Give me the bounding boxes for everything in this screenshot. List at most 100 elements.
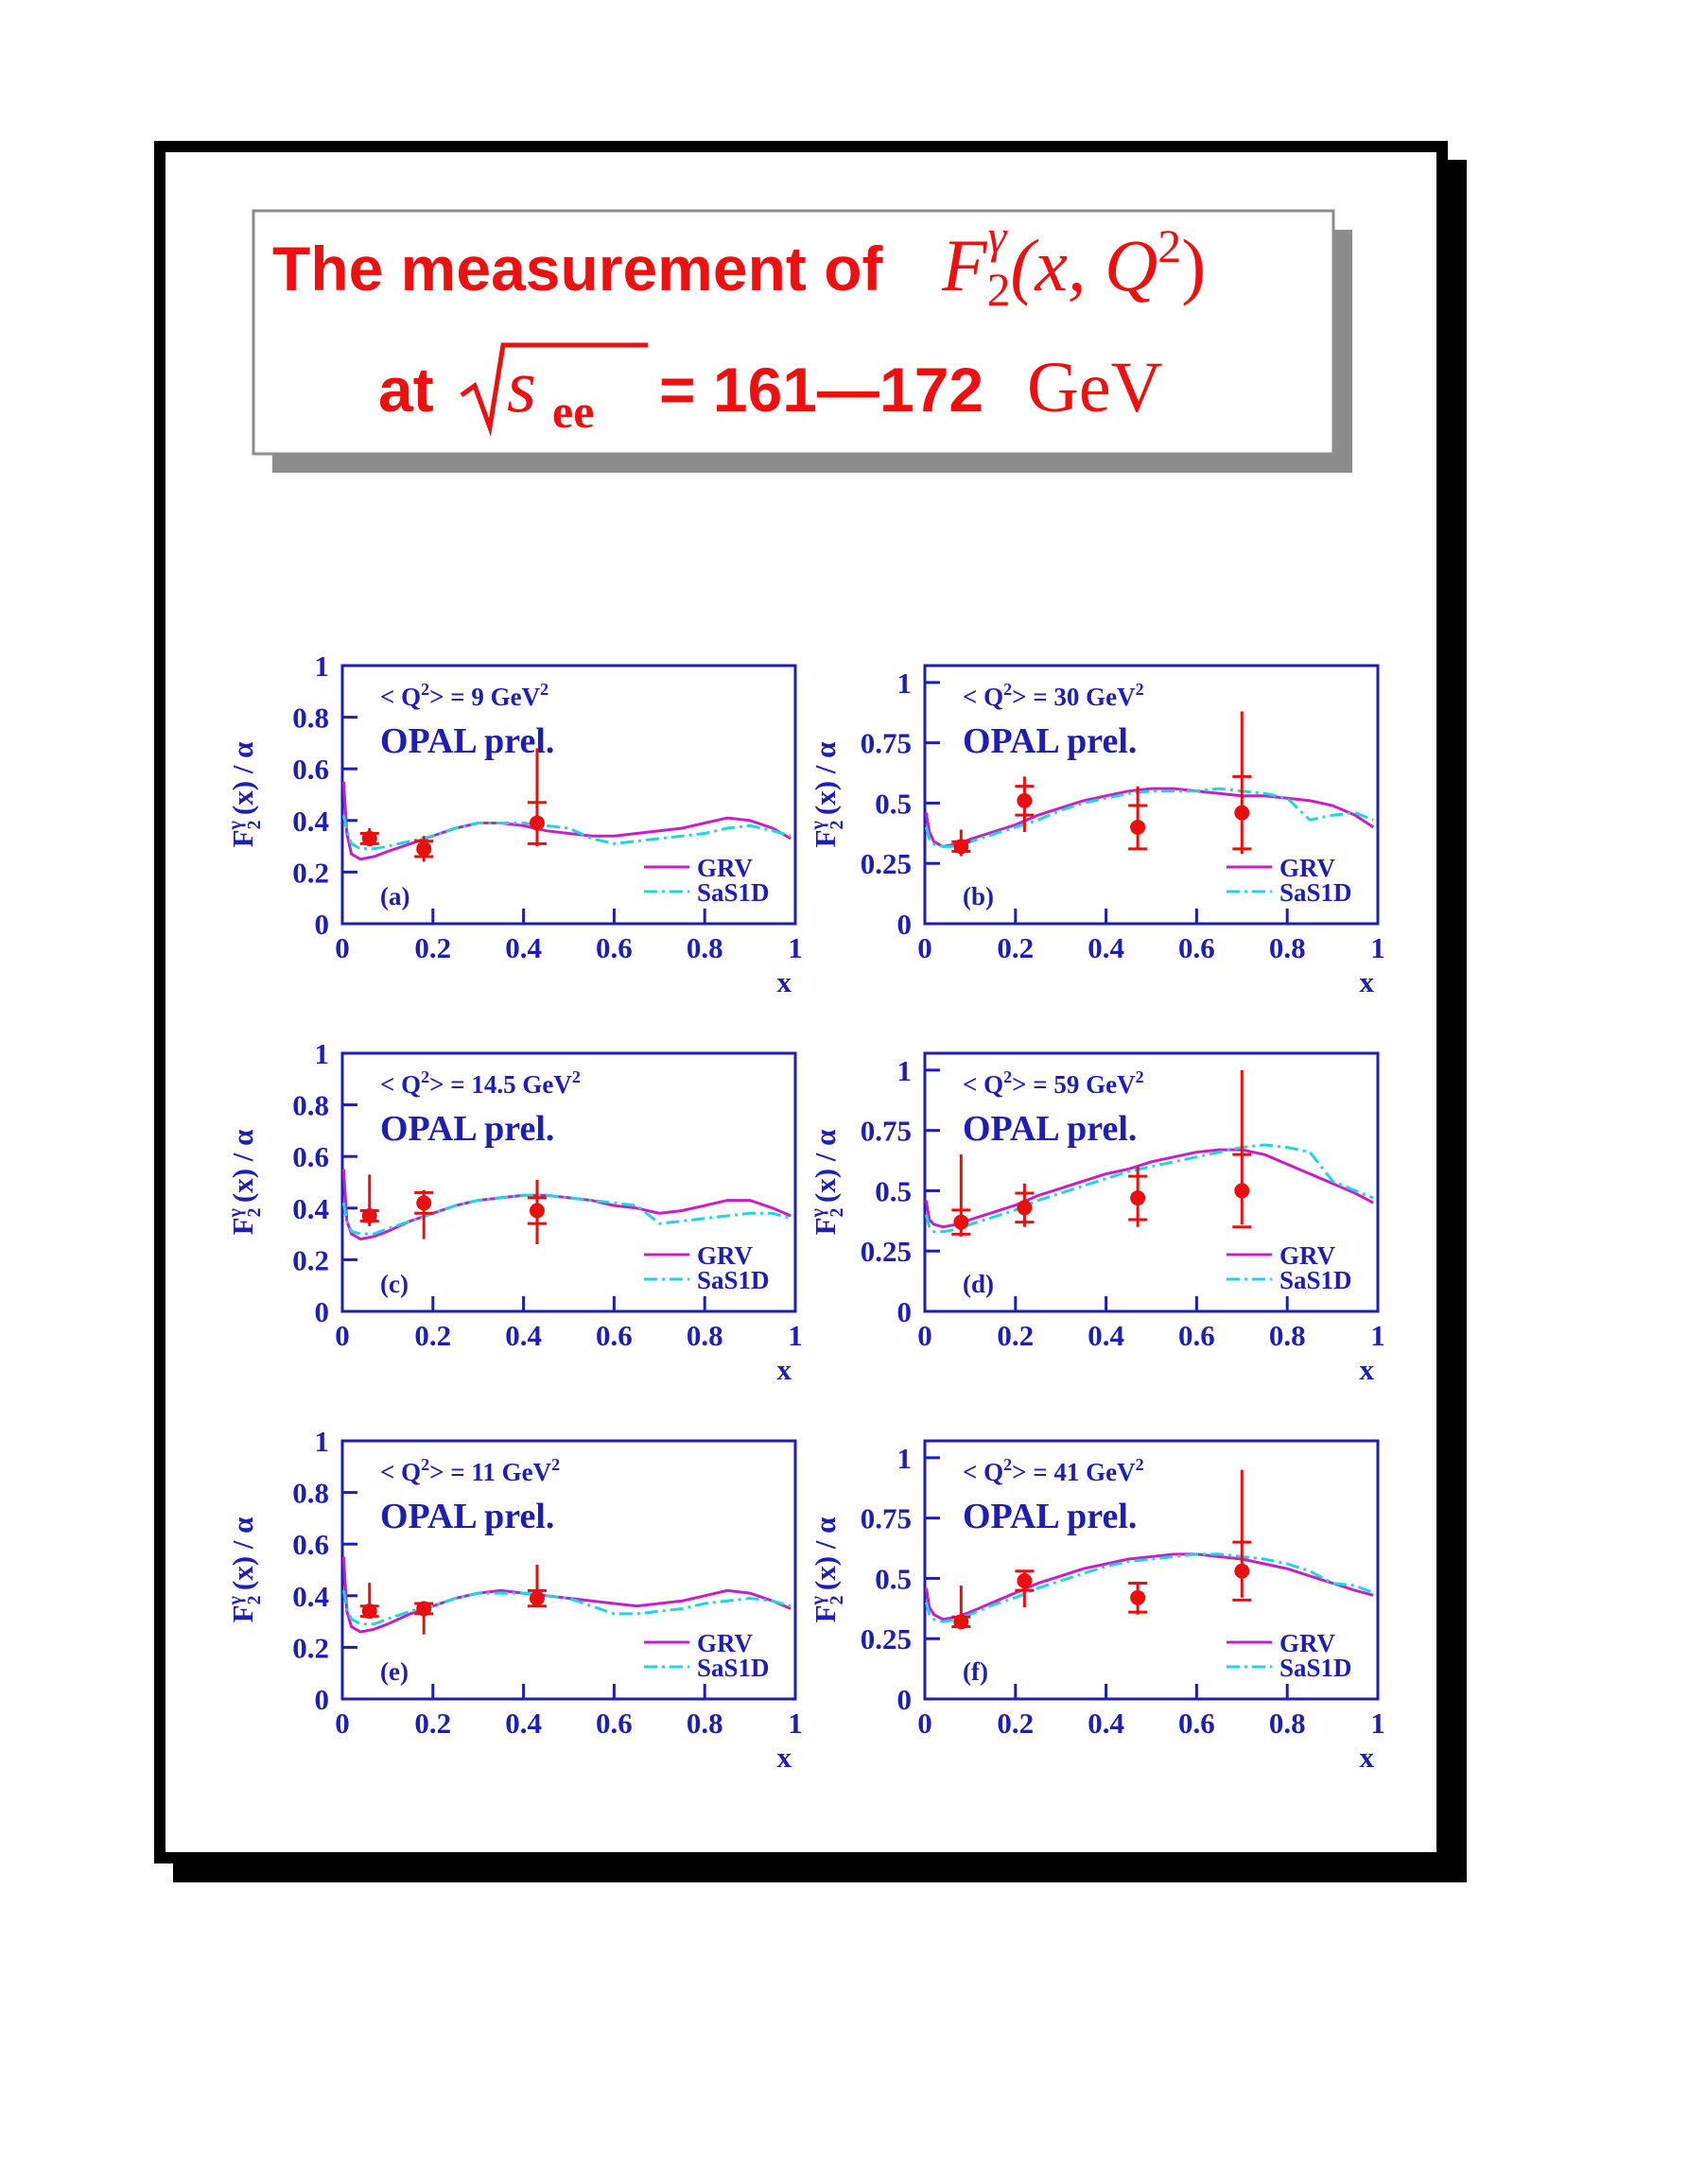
data-point bbox=[416, 1195, 432, 1211]
y-tick-label: 0.25 bbox=[861, 847, 912, 880]
q2-sup: 2 bbox=[1003, 680, 1012, 699]
x-tick-label: 0 bbox=[335, 1707, 350, 1740]
q2-label: < Q2> = 41 GeV2 bbox=[963, 1455, 1144, 1486]
legend-label: GRV bbox=[697, 854, 754, 882]
y-label-main: F bbox=[809, 829, 842, 847]
y-label-sup: γ bbox=[225, 1207, 246, 1218]
panel-label: (e) bbox=[380, 1657, 409, 1686]
data-point bbox=[1130, 819, 1146, 835]
x-tick-label: 0.6 bbox=[596, 931, 633, 964]
y-label-sup: γ bbox=[225, 820, 246, 830]
x-tick-label: 0.4 bbox=[1088, 1319, 1124, 1352]
y-label-sub: 2 bbox=[827, 820, 847, 829]
x-tick-label: 1 bbox=[788, 1319, 803, 1352]
legend-label: SaS1D bbox=[697, 1266, 770, 1294]
experiment-label: OPAL prel. bbox=[380, 1497, 554, 1536]
panel-label: (d) bbox=[963, 1270, 994, 1298]
y-tick-label: 0.6 bbox=[292, 1140, 329, 1173]
x-tick-label: 0.2 bbox=[997, 931, 1034, 964]
q2-label: < Q2> = 30 GeV2 bbox=[963, 680, 1144, 711]
q2-sup: 2 bbox=[1003, 1455, 1012, 1474]
model-curve bbox=[342, 1590, 792, 1626]
x-axis-label: x bbox=[777, 1741, 792, 1774]
data-point bbox=[953, 1214, 969, 1230]
y-label-rest: (x) / α bbox=[809, 1517, 842, 1591]
y-tick-label: 0.5 bbox=[875, 1174, 912, 1207]
legend-label: GRV bbox=[1279, 1629, 1336, 1657]
y-label-rest: (x) / α bbox=[809, 1130, 842, 1204]
x-tick-label: 0 bbox=[335, 931, 350, 964]
q2-sup: 2 bbox=[421, 680, 429, 699]
x-tick-label: 0.2 bbox=[997, 1707, 1034, 1740]
y-label-rest: (x) / α bbox=[809, 742, 842, 816]
x-tick-label: 1 bbox=[788, 931, 803, 964]
y-label-sup: γ bbox=[808, 1207, 828, 1218]
x-axis-label: x bbox=[777, 1353, 792, 1386]
x-tick-label: 0.8 bbox=[687, 1319, 723, 1352]
model-curve bbox=[925, 1143, 1374, 1234]
legend-label: SaS1D bbox=[1279, 1266, 1352, 1294]
math-close: ) bbox=[1181, 224, 1206, 306]
q2-mid: > = 41 GeV bbox=[1012, 1458, 1136, 1486]
title-at: at bbox=[378, 355, 434, 425]
y-tick-label: 1 bbox=[897, 1054, 913, 1087]
x-tick-label: 0.2 bbox=[997, 1319, 1034, 1352]
x-tick-label: 0.8 bbox=[1269, 931, 1306, 964]
experiment-label: OPAL prel. bbox=[380, 1109, 554, 1149]
math-sup: γ bbox=[988, 210, 1008, 263]
data-point bbox=[361, 830, 377, 846]
x-tick-label: 1 bbox=[788, 1707, 803, 1740]
x-axis-label: x bbox=[1360, 965, 1375, 998]
y-label-main: F bbox=[809, 1217, 842, 1235]
legend-label: SaS1D bbox=[1279, 878, 1352, 907]
x-tick-label: 1 bbox=[1370, 1707, 1385, 1740]
x-tick-label: 0.6 bbox=[596, 1707, 633, 1740]
x-tick-label: 0.8 bbox=[1269, 1319, 1306, 1352]
y-tick-label: 0 bbox=[315, 1295, 330, 1328]
y-tick-label: 0.2 bbox=[292, 1631, 329, 1664]
y-tick-label: 0 bbox=[897, 1683, 913, 1716]
title-box bbox=[252, 209, 1335, 456]
panel-label: (c) bbox=[380, 1270, 409, 1298]
y-label-sub: 2 bbox=[244, 820, 265, 829]
y-axis-label: F2γ (x) / α bbox=[225, 1517, 265, 1623]
y-tick-label: 0.4 bbox=[292, 1580, 329, 1613]
y-label-rest: (x) / α bbox=[226, 742, 259, 816]
x-tick-label: 0.2 bbox=[414, 1319, 451, 1352]
y-tick-label: 0 bbox=[897, 1295, 913, 1328]
experiment-label: OPAL prel. bbox=[963, 721, 1137, 761]
q2-sup: 2 bbox=[1136, 680, 1144, 699]
data-point bbox=[529, 1590, 545, 1606]
q2-mid: > = 14.5 GeV bbox=[429, 1070, 572, 1099]
model-curve bbox=[342, 814, 792, 851]
y-label-rest: (x) / α bbox=[226, 1517, 259, 1591]
x-tick-label: 0.6 bbox=[1178, 1319, 1215, 1352]
experiment-label: OPAL prel. bbox=[963, 1109, 1137, 1149]
legend-label: GRV bbox=[697, 1629, 754, 1657]
q2-sup: 2 bbox=[551, 1455, 560, 1474]
q2-pre: < Q bbox=[380, 1070, 421, 1099]
y-tick-label: 0.8 bbox=[292, 1477, 329, 1510]
legend-label: GRV bbox=[1279, 1241, 1336, 1270]
y-tick-label: 1 bbox=[315, 650, 330, 683]
legend-label: GRV bbox=[697, 1241, 754, 1270]
x-tick-label: 0.4 bbox=[505, 1319, 542, 1352]
legend-label: SaS1D bbox=[697, 878, 770, 907]
q2-mid: > = 30 GeV bbox=[1012, 683, 1136, 711]
y-label-main: F bbox=[226, 1217, 259, 1235]
panel-label: (b) bbox=[963, 882, 994, 910]
x-axis-label: x bbox=[1360, 1353, 1375, 1386]
y-tick-label: 1 bbox=[315, 1425, 330, 1458]
data-point bbox=[1017, 1572, 1033, 1588]
title-eq: = 161—172 bbox=[659, 355, 983, 425]
x-tick-label: 0.8 bbox=[687, 931, 723, 964]
q2-pre: < Q bbox=[380, 1458, 421, 1486]
q2-mid: > = 11 GeV bbox=[429, 1458, 552, 1486]
y-tick-label: 0.25 bbox=[861, 1622, 912, 1655]
x-tick-label: 0.2 bbox=[414, 931, 451, 964]
x-tick-label: 0.8 bbox=[1269, 1707, 1306, 1740]
y-tick-label: 0.2 bbox=[292, 856, 329, 889]
y-label-main: F bbox=[226, 829, 259, 847]
y-tick-label: 0.5 bbox=[875, 1562, 912, 1595]
